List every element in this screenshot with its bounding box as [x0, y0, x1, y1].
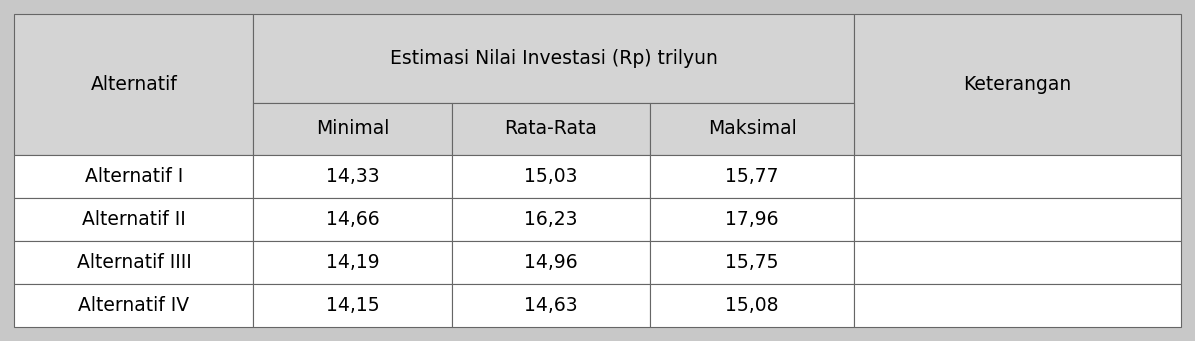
Text: 14,19: 14,19: [326, 253, 379, 272]
Bar: [253, 14, 854, 103]
Bar: [650, 198, 854, 241]
Bar: [253, 103, 452, 155]
Bar: [452, 155, 650, 198]
Text: Alternatif IV: Alternatif IV: [79, 296, 190, 315]
Bar: [854, 198, 1181, 241]
Text: 15,08: 15,08: [725, 296, 779, 315]
Text: Alternatif II: Alternatif II: [82, 210, 185, 229]
Bar: [650, 103, 854, 155]
Bar: [854, 284, 1181, 327]
Bar: [854, 14, 1181, 155]
Bar: [14, 198, 253, 241]
Text: 14,33: 14,33: [326, 167, 379, 186]
Text: 14,66: 14,66: [326, 210, 379, 229]
Text: 17,96: 17,96: [725, 210, 779, 229]
Text: Alternatif I: Alternatif I: [85, 167, 183, 186]
Text: 15,75: 15,75: [725, 253, 779, 272]
Bar: [253, 198, 452, 241]
Text: 14,96: 14,96: [525, 253, 577, 272]
Bar: [452, 241, 650, 284]
Bar: [650, 241, 854, 284]
Text: 15,03: 15,03: [525, 167, 577, 186]
Text: Keterangan: Keterangan: [963, 75, 1072, 94]
Text: 14,63: 14,63: [525, 296, 577, 315]
Text: Alternatif: Alternatif: [91, 75, 177, 94]
Text: 14,15: 14,15: [326, 296, 379, 315]
Text: 16,23: 16,23: [525, 210, 577, 229]
Text: Minimal: Minimal: [315, 119, 390, 138]
Text: 15,77: 15,77: [725, 167, 779, 186]
Bar: [253, 241, 452, 284]
Bar: [854, 155, 1181, 198]
Text: Estimasi Nilai Investasi (Rp) trilyun: Estimasi Nilai Investasi (Rp) trilyun: [390, 49, 718, 68]
Bar: [253, 284, 452, 327]
Bar: [650, 284, 854, 327]
Bar: [650, 155, 854, 198]
Bar: [14, 284, 253, 327]
Bar: [452, 284, 650, 327]
Bar: [253, 155, 452, 198]
Bar: [14, 14, 253, 155]
Text: Maksimal: Maksimal: [707, 119, 796, 138]
Bar: [854, 241, 1181, 284]
Text: Rata-Rata: Rata-Rata: [504, 119, 598, 138]
Bar: [14, 155, 253, 198]
Text: Alternatif IIII: Alternatif IIII: [76, 253, 191, 272]
Bar: [452, 198, 650, 241]
Bar: [452, 103, 650, 155]
Bar: [14, 241, 253, 284]
